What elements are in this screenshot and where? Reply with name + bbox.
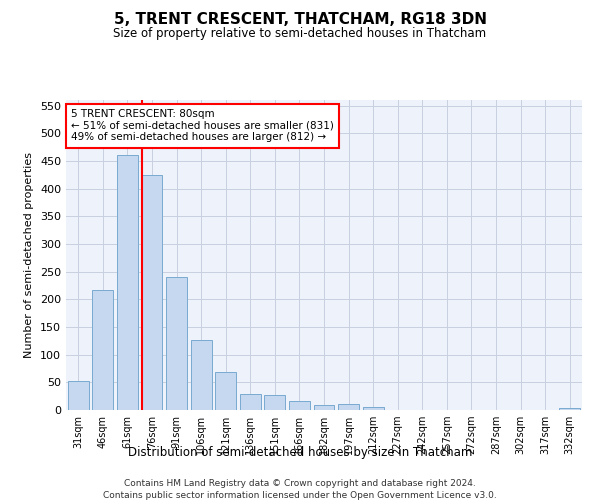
Bar <box>68 381 89 410</box>
Bar <box>289 401 310 410</box>
Text: 5, TRENT CRESCENT, THATCHAM, RG18 3DN: 5, TRENT CRESCENT, THATCHAM, RG18 3DN <box>113 12 487 28</box>
Bar <box>215 372 236 410</box>
Bar <box>314 405 334 410</box>
Bar <box>362 407 383 410</box>
Bar <box>117 156 138 410</box>
Text: Distribution of semi-detached houses by size in Thatcham: Distribution of semi-detached houses by … <box>128 446 472 459</box>
Bar <box>240 394 261 410</box>
Text: Contains public sector information licensed under the Open Government Licence v3: Contains public sector information licen… <box>103 490 497 500</box>
Bar <box>338 404 359 410</box>
Bar <box>191 340 212 410</box>
Text: Contains HM Land Registry data © Crown copyright and database right 2024.: Contains HM Land Registry data © Crown c… <box>124 480 476 488</box>
Bar <box>265 394 286 410</box>
Text: 5 TRENT CRESCENT: 80sqm
← 51% of semi-detached houses are smaller (831)
49% of s: 5 TRENT CRESCENT: 80sqm ← 51% of semi-de… <box>71 110 334 142</box>
Text: Size of property relative to semi-detached houses in Thatcham: Size of property relative to semi-detach… <box>113 28 487 40</box>
Y-axis label: Number of semi-detached properties: Number of semi-detached properties <box>25 152 34 358</box>
Bar <box>142 174 163 410</box>
Bar <box>559 408 580 410</box>
Bar <box>166 276 187 410</box>
Bar <box>92 290 113 410</box>
